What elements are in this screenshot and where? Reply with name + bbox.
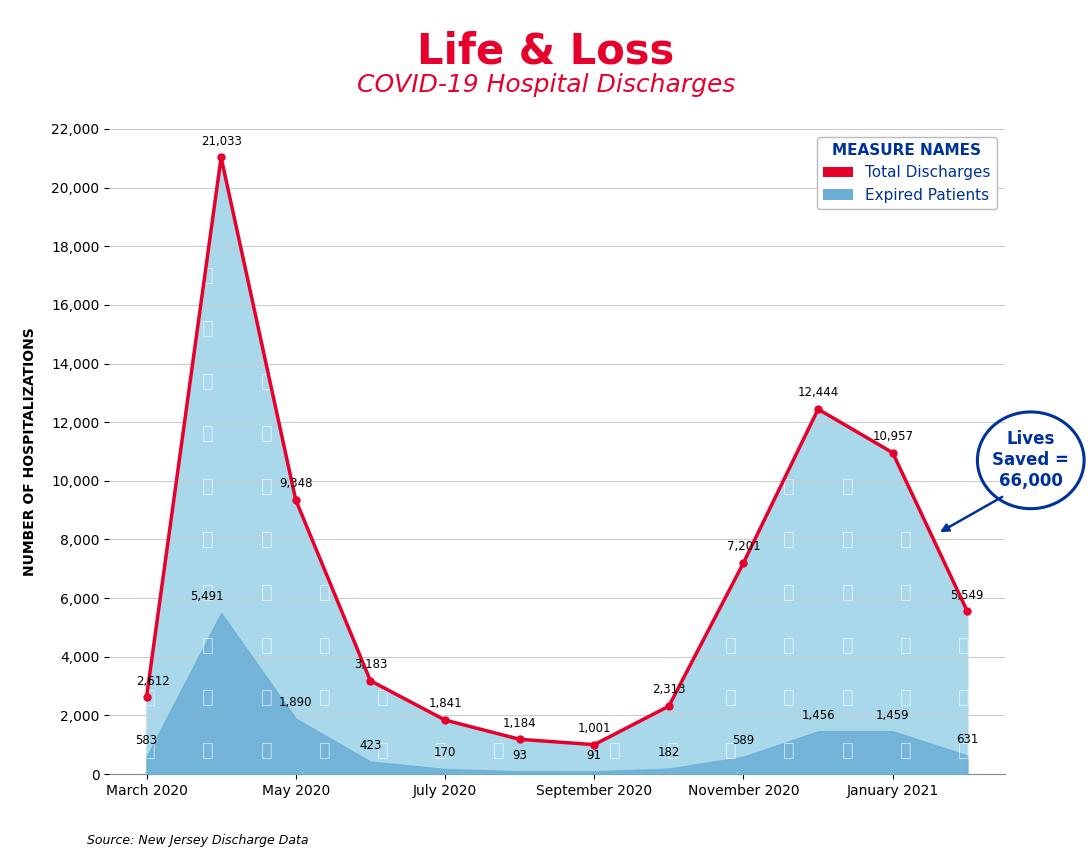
Text: ⦾: ⦾ <box>202 477 214 496</box>
Text: 2,612: 2,612 <box>136 675 170 688</box>
Text: ⦾: ⦾ <box>842 636 853 654</box>
Text: ⦾: ⦾ <box>144 688 156 707</box>
Text: ⦾: ⦾ <box>202 319 214 338</box>
Text: ⦾: ⦾ <box>667 741 679 760</box>
Text: ⦾: ⦾ <box>319 741 331 760</box>
Text: ⦾: ⦾ <box>319 583 331 602</box>
Text: ⦾: ⦾ <box>202 266 214 286</box>
Text: ⦾: ⦾ <box>202 424 214 444</box>
Text: ⦾: ⦾ <box>202 530 214 549</box>
Text: ⦾: ⦾ <box>377 741 389 760</box>
Text: ⦾: ⦾ <box>435 741 447 760</box>
Text: ⦾: ⦾ <box>842 530 853 549</box>
Text: 631: 631 <box>957 733 978 746</box>
Text: ⦾: ⦾ <box>783 477 795 496</box>
Text: ⦾: ⦾ <box>783 636 795 654</box>
Text: ⦾: ⦾ <box>725 741 737 760</box>
Text: 10,957: 10,957 <box>873 430 913 443</box>
Text: 589: 589 <box>733 734 755 747</box>
Text: ⦾: ⦾ <box>783 583 795 602</box>
Text: ⦾: ⦾ <box>842 741 853 760</box>
Text: COVID-19 Hospital Discharges: COVID-19 Hospital Discharges <box>357 73 735 97</box>
Text: ⦾: ⦾ <box>202 741 214 760</box>
Text: ⦾: ⦾ <box>202 636 214 654</box>
Legend: Total Discharges, Expired Patients: Total Discharges, Expired Patients <box>817 137 997 209</box>
Y-axis label: NUMBER OF HOSPITALIZATIONS: NUMBER OF HOSPITALIZATIONS <box>23 327 37 576</box>
Text: ⦾: ⦾ <box>900 741 912 760</box>
Text: 21,033: 21,033 <box>201 135 241 148</box>
Text: ⦾: ⦾ <box>900 636 912 654</box>
Text: ⦾: ⦾ <box>842 477 853 496</box>
Text: 93: 93 <box>512 748 527 762</box>
Text: ⦾: ⦾ <box>958 741 970 760</box>
Text: ⦾: ⦾ <box>261 530 272 549</box>
Text: 12,444: 12,444 <box>797 386 839 399</box>
Text: ⦾: ⦾ <box>202 583 214 602</box>
Text: ⦾: ⦾ <box>900 530 912 549</box>
Text: 9,348: 9,348 <box>278 477 312 490</box>
Text: ⦾: ⦾ <box>900 583 912 602</box>
Text: 1,459: 1,459 <box>876 709 910 722</box>
Text: ⦾: ⦾ <box>202 688 214 707</box>
Text: ⦾: ⦾ <box>261 636 272 654</box>
Text: ⦾: ⦾ <box>900 688 912 707</box>
Text: ⦾: ⦾ <box>319 688 331 707</box>
Text: Lives
Saved =
66,000: Lives Saved = 66,000 <box>993 431 1069 490</box>
Text: ⦾: ⦾ <box>261 741 272 760</box>
Text: 1,184: 1,184 <box>502 716 536 729</box>
Text: 5,491: 5,491 <box>190 590 224 604</box>
Text: ⦾: ⦾ <box>725 688 737 707</box>
Text: ⦾: ⦾ <box>492 741 505 760</box>
Text: 1,456: 1,456 <box>802 709 835 722</box>
Text: ⦾: ⦾ <box>958 636 970 654</box>
Text: 1,001: 1,001 <box>578 722 612 735</box>
Text: ⦾: ⦾ <box>783 530 795 549</box>
Text: ⦾: ⦾ <box>958 688 970 707</box>
Text: ⦾: ⦾ <box>261 688 272 707</box>
Text: Life & Loss: Life & Loss <box>417 30 675 72</box>
Text: ⦾: ⦾ <box>261 477 272 496</box>
Text: 182: 182 <box>657 746 680 759</box>
Text: ⦾: ⦾ <box>202 372 214 390</box>
Text: ⦾: ⦾ <box>842 688 853 707</box>
Text: 1,890: 1,890 <box>278 696 312 709</box>
Text: 7,201: 7,201 <box>726 540 760 553</box>
Text: ⦾: ⦾ <box>377 688 389 707</box>
Text: ⦾: ⦾ <box>261 583 272 602</box>
Text: ⦾: ⦾ <box>319 636 331 654</box>
Text: 3,183: 3,183 <box>354 658 387 671</box>
Text: 91: 91 <box>586 748 602 762</box>
Text: ⦾: ⦾ <box>725 636 737 654</box>
Text: ⦾: ⦾ <box>609 741 621 760</box>
Text: 583: 583 <box>135 734 157 747</box>
Text: ⦾: ⦾ <box>144 741 156 760</box>
Text: 1,841: 1,841 <box>428 697 462 710</box>
Text: ⦾: ⦾ <box>261 372 272 390</box>
Text: 170: 170 <box>434 746 456 759</box>
Text: ⦾: ⦾ <box>842 583 853 602</box>
Text: ⦾: ⦾ <box>783 741 795 760</box>
Text: ⦾: ⦾ <box>261 424 272 444</box>
Text: 5,549: 5,549 <box>950 588 984 602</box>
Text: Source: New Jersey Discharge Data: Source: New Jersey Discharge Data <box>87 834 309 847</box>
Text: 2,313: 2,313 <box>652 684 686 697</box>
Text: 423: 423 <box>359 739 381 752</box>
Text: ⦾: ⦾ <box>783 688 795 707</box>
